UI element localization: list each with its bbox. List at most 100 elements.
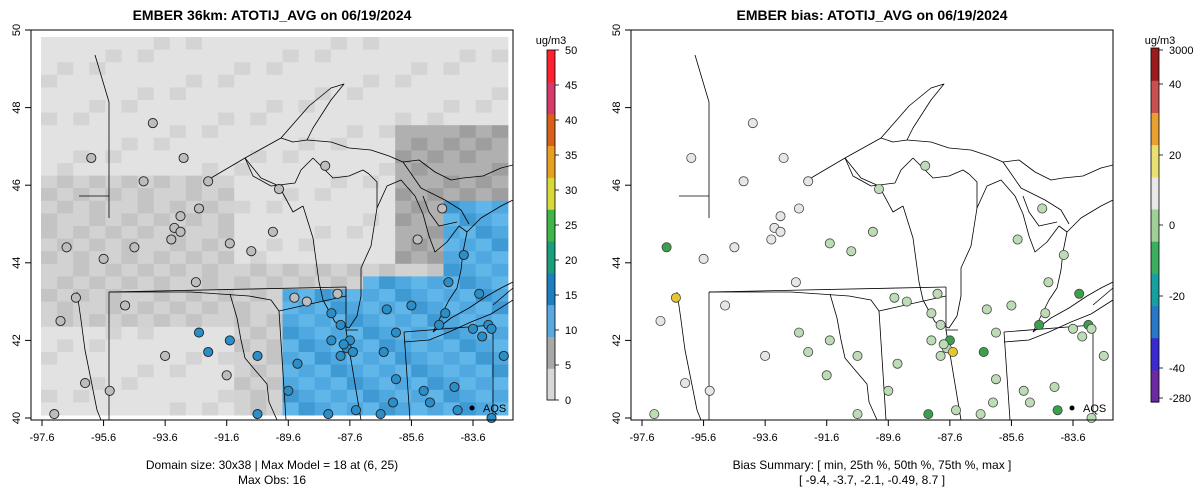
model-cell xyxy=(379,188,396,202)
model-cell xyxy=(395,213,412,227)
bias-point xyxy=(824,238,835,249)
colorbar-step xyxy=(547,177,555,210)
y-axis: 40 42 44 46 48 50 xyxy=(611,24,631,424)
model-cell xyxy=(475,238,493,252)
model-cell xyxy=(346,226,364,240)
model-cell xyxy=(218,200,235,214)
model-cell xyxy=(218,402,235,416)
bias-point xyxy=(1034,319,1045,330)
model-cell xyxy=(314,74,332,88)
model-cell xyxy=(121,74,139,88)
map-boundary xyxy=(403,324,494,333)
bias-point xyxy=(846,246,857,257)
model-cell xyxy=(153,100,171,114)
map-boundary xyxy=(976,179,1068,333)
model-cell xyxy=(266,200,283,214)
model-cell xyxy=(41,213,58,227)
map-boundary xyxy=(844,157,904,213)
map-boundary xyxy=(880,137,908,143)
model-cell xyxy=(459,112,477,126)
model-cell xyxy=(443,74,461,88)
colorbar-tick-label: 35 xyxy=(565,150,577,162)
model-cell xyxy=(411,200,428,214)
model-cell xyxy=(202,402,219,416)
model-cell xyxy=(185,238,203,252)
model-cell xyxy=(105,125,122,139)
model-cell xyxy=(411,62,428,76)
map-boundary xyxy=(278,295,347,312)
bias-point xyxy=(766,234,777,245)
model-cell xyxy=(282,87,300,101)
model-cell xyxy=(121,125,139,139)
model-cell xyxy=(475,339,493,353)
model-cell xyxy=(105,188,122,202)
model-cell xyxy=(491,62,509,76)
model-cell xyxy=(314,238,332,252)
model-cell xyxy=(395,339,412,353)
model-cell xyxy=(363,49,380,63)
bias-point xyxy=(649,409,660,420)
model-cell xyxy=(266,150,283,164)
model-cell xyxy=(395,112,412,126)
model-cell xyxy=(185,263,203,277)
model-cell xyxy=(234,175,251,189)
model-cell xyxy=(57,125,74,139)
x-tick-label: -83.6 xyxy=(460,432,485,444)
model-cell xyxy=(427,74,444,88)
model-cell xyxy=(89,175,106,189)
model-cell xyxy=(185,100,203,114)
model-cell xyxy=(57,339,74,353)
bias-point xyxy=(883,385,894,396)
model-cell xyxy=(137,339,155,353)
model-cell xyxy=(57,213,74,227)
model-cell xyxy=(73,100,90,114)
model-cell xyxy=(57,289,74,303)
obs-point xyxy=(203,176,214,187)
model-cell xyxy=(491,213,509,227)
model-cell xyxy=(202,314,219,328)
obs-point xyxy=(86,152,97,164)
model-cell xyxy=(105,314,122,328)
model-cell xyxy=(298,163,316,177)
model-cell xyxy=(41,137,58,151)
model-cell xyxy=(459,62,477,76)
obs-point xyxy=(193,327,205,338)
model-cell xyxy=(105,352,122,366)
model-cell xyxy=(298,125,316,139)
model-cell xyxy=(427,276,444,290)
y-tick-label: 48 xyxy=(611,101,623,113)
obs-point xyxy=(406,300,417,311)
model-cell xyxy=(411,150,428,164)
model-cell xyxy=(330,175,348,189)
model-cell xyxy=(363,377,380,391)
x-tick-label: -87.6 xyxy=(337,432,362,444)
model-cell xyxy=(105,364,122,378)
bias-point xyxy=(1040,308,1051,319)
model-cell xyxy=(41,301,58,315)
model-cell xyxy=(266,87,283,101)
model-cell xyxy=(185,137,203,151)
bias-point xyxy=(978,346,989,357)
model-cell xyxy=(89,402,106,416)
model-cell xyxy=(57,137,74,151)
obs-point xyxy=(440,308,451,319)
model-cell xyxy=(169,62,187,76)
model-cell xyxy=(475,263,493,277)
model-cell xyxy=(234,364,251,378)
model-cell xyxy=(411,74,428,88)
map-boundary xyxy=(462,164,514,179)
map-boundary xyxy=(403,331,411,421)
model-cell xyxy=(105,402,122,416)
model-cell xyxy=(491,87,509,101)
model-cell xyxy=(282,188,300,202)
model-cell xyxy=(282,339,300,353)
model-cell xyxy=(314,112,332,126)
model-cell xyxy=(266,326,283,340)
model-cell xyxy=(314,364,332,378)
model-cell xyxy=(234,389,251,403)
model-cell xyxy=(137,125,155,139)
model-cell xyxy=(363,364,380,378)
model-cell xyxy=(121,175,139,189)
map-lines xyxy=(76,54,514,421)
bias-point xyxy=(686,152,697,163)
